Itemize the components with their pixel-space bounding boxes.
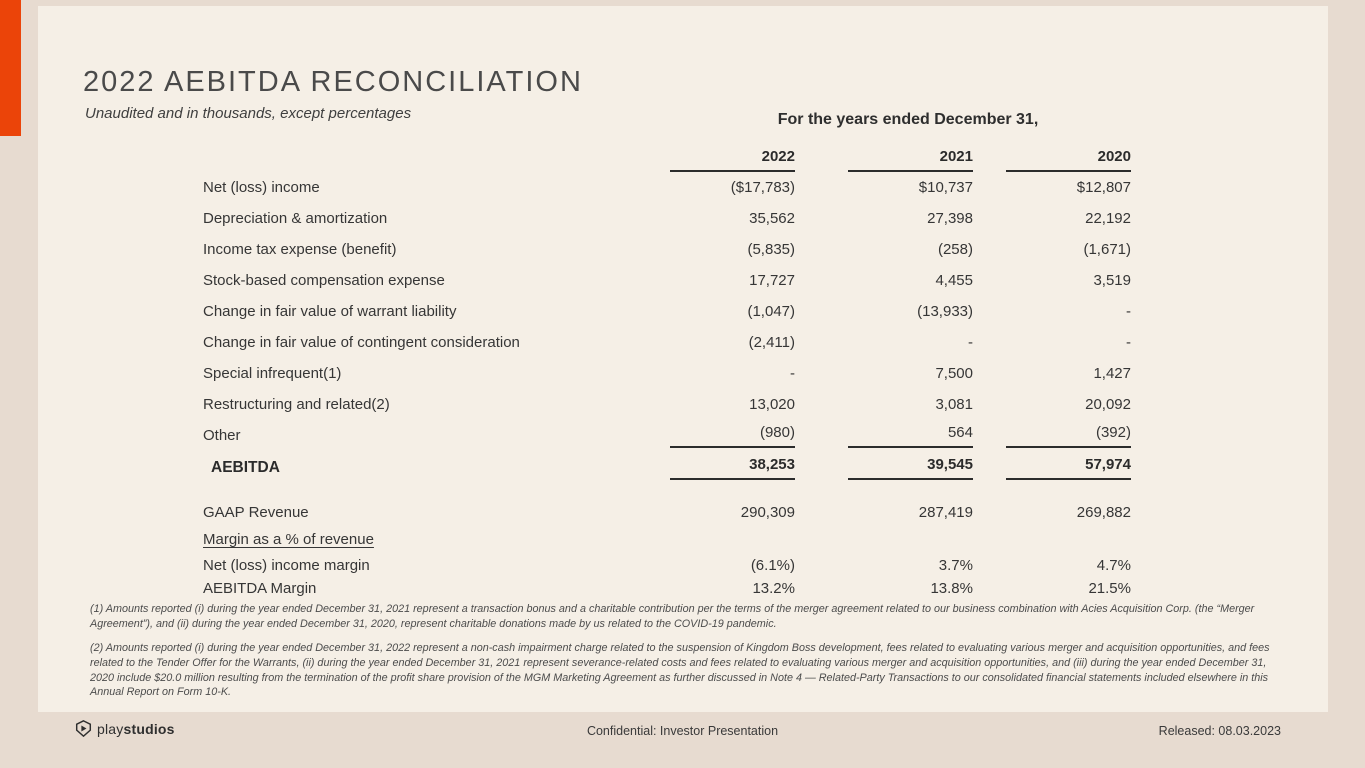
aebitda-total-row: AEBITDA 38,253 39,545 57,974 xyxy=(203,451,1131,484)
table-row: Stock-based compensation expense 17,727 … xyxy=(203,265,1131,296)
table-row: Special infrequent(1) - 7,500 1,427 xyxy=(203,358,1131,389)
cell-2021: 13.8% xyxy=(930,579,973,597)
cell-2022: (2,411) xyxy=(748,334,795,351)
cell-2020: 57,974 xyxy=(1006,456,1131,480)
cell-2021: 27,398 xyxy=(927,210,973,227)
cell-2021: 7,500 xyxy=(935,365,973,382)
page-title: 2022 AEBITDA RECONCILIATION xyxy=(83,66,583,98)
table-row: Restructuring and related(2) 13,020 3,08… xyxy=(203,389,1131,420)
row-label: Special infrequent(1) xyxy=(203,365,342,382)
margin-section-label: Margin as a % of revenue xyxy=(203,531,374,548)
cell-2022: (6.1%) xyxy=(750,556,795,574)
gaap-revenue-row: GAAP Revenue 290,309 287,419 269,882 xyxy=(203,498,1131,526)
year-column-2020: 2020 xyxy=(1006,148,1131,172)
cell-2021: (258) xyxy=(937,241,973,258)
table-row: Income tax expense (benefit) (5,835) (25… xyxy=(203,234,1131,265)
cell-2020: 1,427 xyxy=(1093,365,1131,382)
cell-2020: 4.7% xyxy=(1096,556,1131,574)
footnote-2: (2) Amounts reported (i) during the year… xyxy=(90,641,1270,699)
cell-2021: $10,737 xyxy=(918,179,973,196)
cell-2020: 269,882 xyxy=(1076,503,1131,521)
cell-2022: 17,727 xyxy=(749,272,795,289)
playstudios-logo-text: playstudios xyxy=(97,721,175,737)
row-label: Net (loss) income margin xyxy=(203,556,370,574)
cell-2022: 13,020 xyxy=(749,396,795,413)
row-label: AEBITDA Margin xyxy=(203,579,317,597)
logo-play: play xyxy=(97,720,124,737)
spacer xyxy=(203,484,1131,498)
cell-2022: - xyxy=(790,365,795,382)
cell-2022: (5,835) xyxy=(747,241,795,258)
slide-content: 2022 AEBITDA RECONCILIATION Unaudited an… xyxy=(38,6,1328,712)
row-label: AEBITDA xyxy=(211,458,280,476)
year-column-2022: 2022 xyxy=(670,148,795,172)
margin-section-row: Margin as a % of revenue xyxy=(203,526,1131,553)
confidentiality-notice: Confidential: Investor Presentation xyxy=(586,724,779,738)
row-label: Other xyxy=(203,427,241,444)
cell-2020: (392) xyxy=(1006,424,1131,448)
playstudios-logo-icon xyxy=(75,720,92,737)
cell-2022: ($17,783) xyxy=(730,179,795,196)
cell-2022: 35,562 xyxy=(749,210,795,227)
row-label: Change in fair value of contingent consi… xyxy=(203,334,520,351)
subtitle: Unaudited and in thousands, except perce… xyxy=(85,105,412,122)
cell-2020: 21.5% xyxy=(1088,579,1131,597)
cell-2020: - xyxy=(1126,334,1131,351)
row-label: Change in fair value of warrant liabilit… xyxy=(203,303,457,320)
cell-2021: 39,545 xyxy=(848,456,973,480)
cell-2020: 20,092 xyxy=(1085,396,1131,413)
margin-row: AEBITDA Margin 13.2% 13.8% 21.5% xyxy=(203,577,1131,599)
cell-2021: 4,455 xyxy=(935,272,973,289)
table-row: Depreciation & amortization 35,562 27,39… xyxy=(203,203,1131,234)
cell-2020: - xyxy=(1126,303,1131,320)
row-label: Net (loss) income xyxy=(203,179,320,196)
reconciliation-table: 2022 2021 2020 Net (loss) income ($17,78… xyxy=(203,142,1131,599)
footnotes: (1) Amounts reported (i) during the year… xyxy=(90,602,1278,709)
playstudios-logo: playstudios xyxy=(75,720,175,737)
cell-2021: 287,419 xyxy=(918,503,973,521)
cell-2020: 22,192 xyxy=(1085,210,1131,227)
cell-2021: 564 xyxy=(848,424,973,448)
table-row: Net (loss) income ($17,783) $10,737 $12,… xyxy=(203,172,1131,203)
cell-2022: 290,309 xyxy=(740,503,795,521)
table-row-other: Other (980) 564 (392) xyxy=(203,420,1131,451)
cell-2022: 13.2% xyxy=(752,579,795,597)
footnote-1: (1) Amounts reported (i) during the year… xyxy=(90,603,1255,630)
row-label: GAAP Revenue xyxy=(203,503,309,521)
cell-2020: 3,519 xyxy=(1093,272,1131,289)
accent-bar xyxy=(0,0,21,136)
row-label: Income tax expense (benefit) xyxy=(203,241,397,258)
cell-2022: (980) xyxy=(670,424,795,448)
cell-2020: (1,671) xyxy=(1083,241,1131,258)
cell-2021: 3,081 xyxy=(935,396,973,413)
table-row: Change in fair value of warrant liabilit… xyxy=(203,296,1131,327)
table-header-row: 2022 2021 2020 xyxy=(203,142,1131,172)
table-caption: For the years ended December 31, xyxy=(777,111,1039,128)
row-label: Restructuring and related(2) xyxy=(203,396,390,413)
cell-2021: (13,933) xyxy=(917,303,973,320)
cell-2022: 38,253 xyxy=(670,456,795,480)
cell-2020: $12,807 xyxy=(1076,179,1131,196)
logo-studios: studios xyxy=(123,720,175,737)
year-column-2021: 2021 xyxy=(848,148,973,172)
release-date: Released: 08.03.2023 xyxy=(1158,724,1281,738)
table-row: Change in fair value of contingent consi… xyxy=(203,327,1131,358)
row-label: Stock-based compensation expense xyxy=(203,272,445,289)
cell-2021: - xyxy=(968,334,973,351)
row-label: Depreciation & amortization xyxy=(203,210,388,227)
cell-2021: 3.7% xyxy=(938,556,973,574)
margin-row: Net (loss) income margin (6.1%) 3.7% 4.7… xyxy=(203,553,1131,577)
cell-2022: (1,047) xyxy=(747,303,795,320)
